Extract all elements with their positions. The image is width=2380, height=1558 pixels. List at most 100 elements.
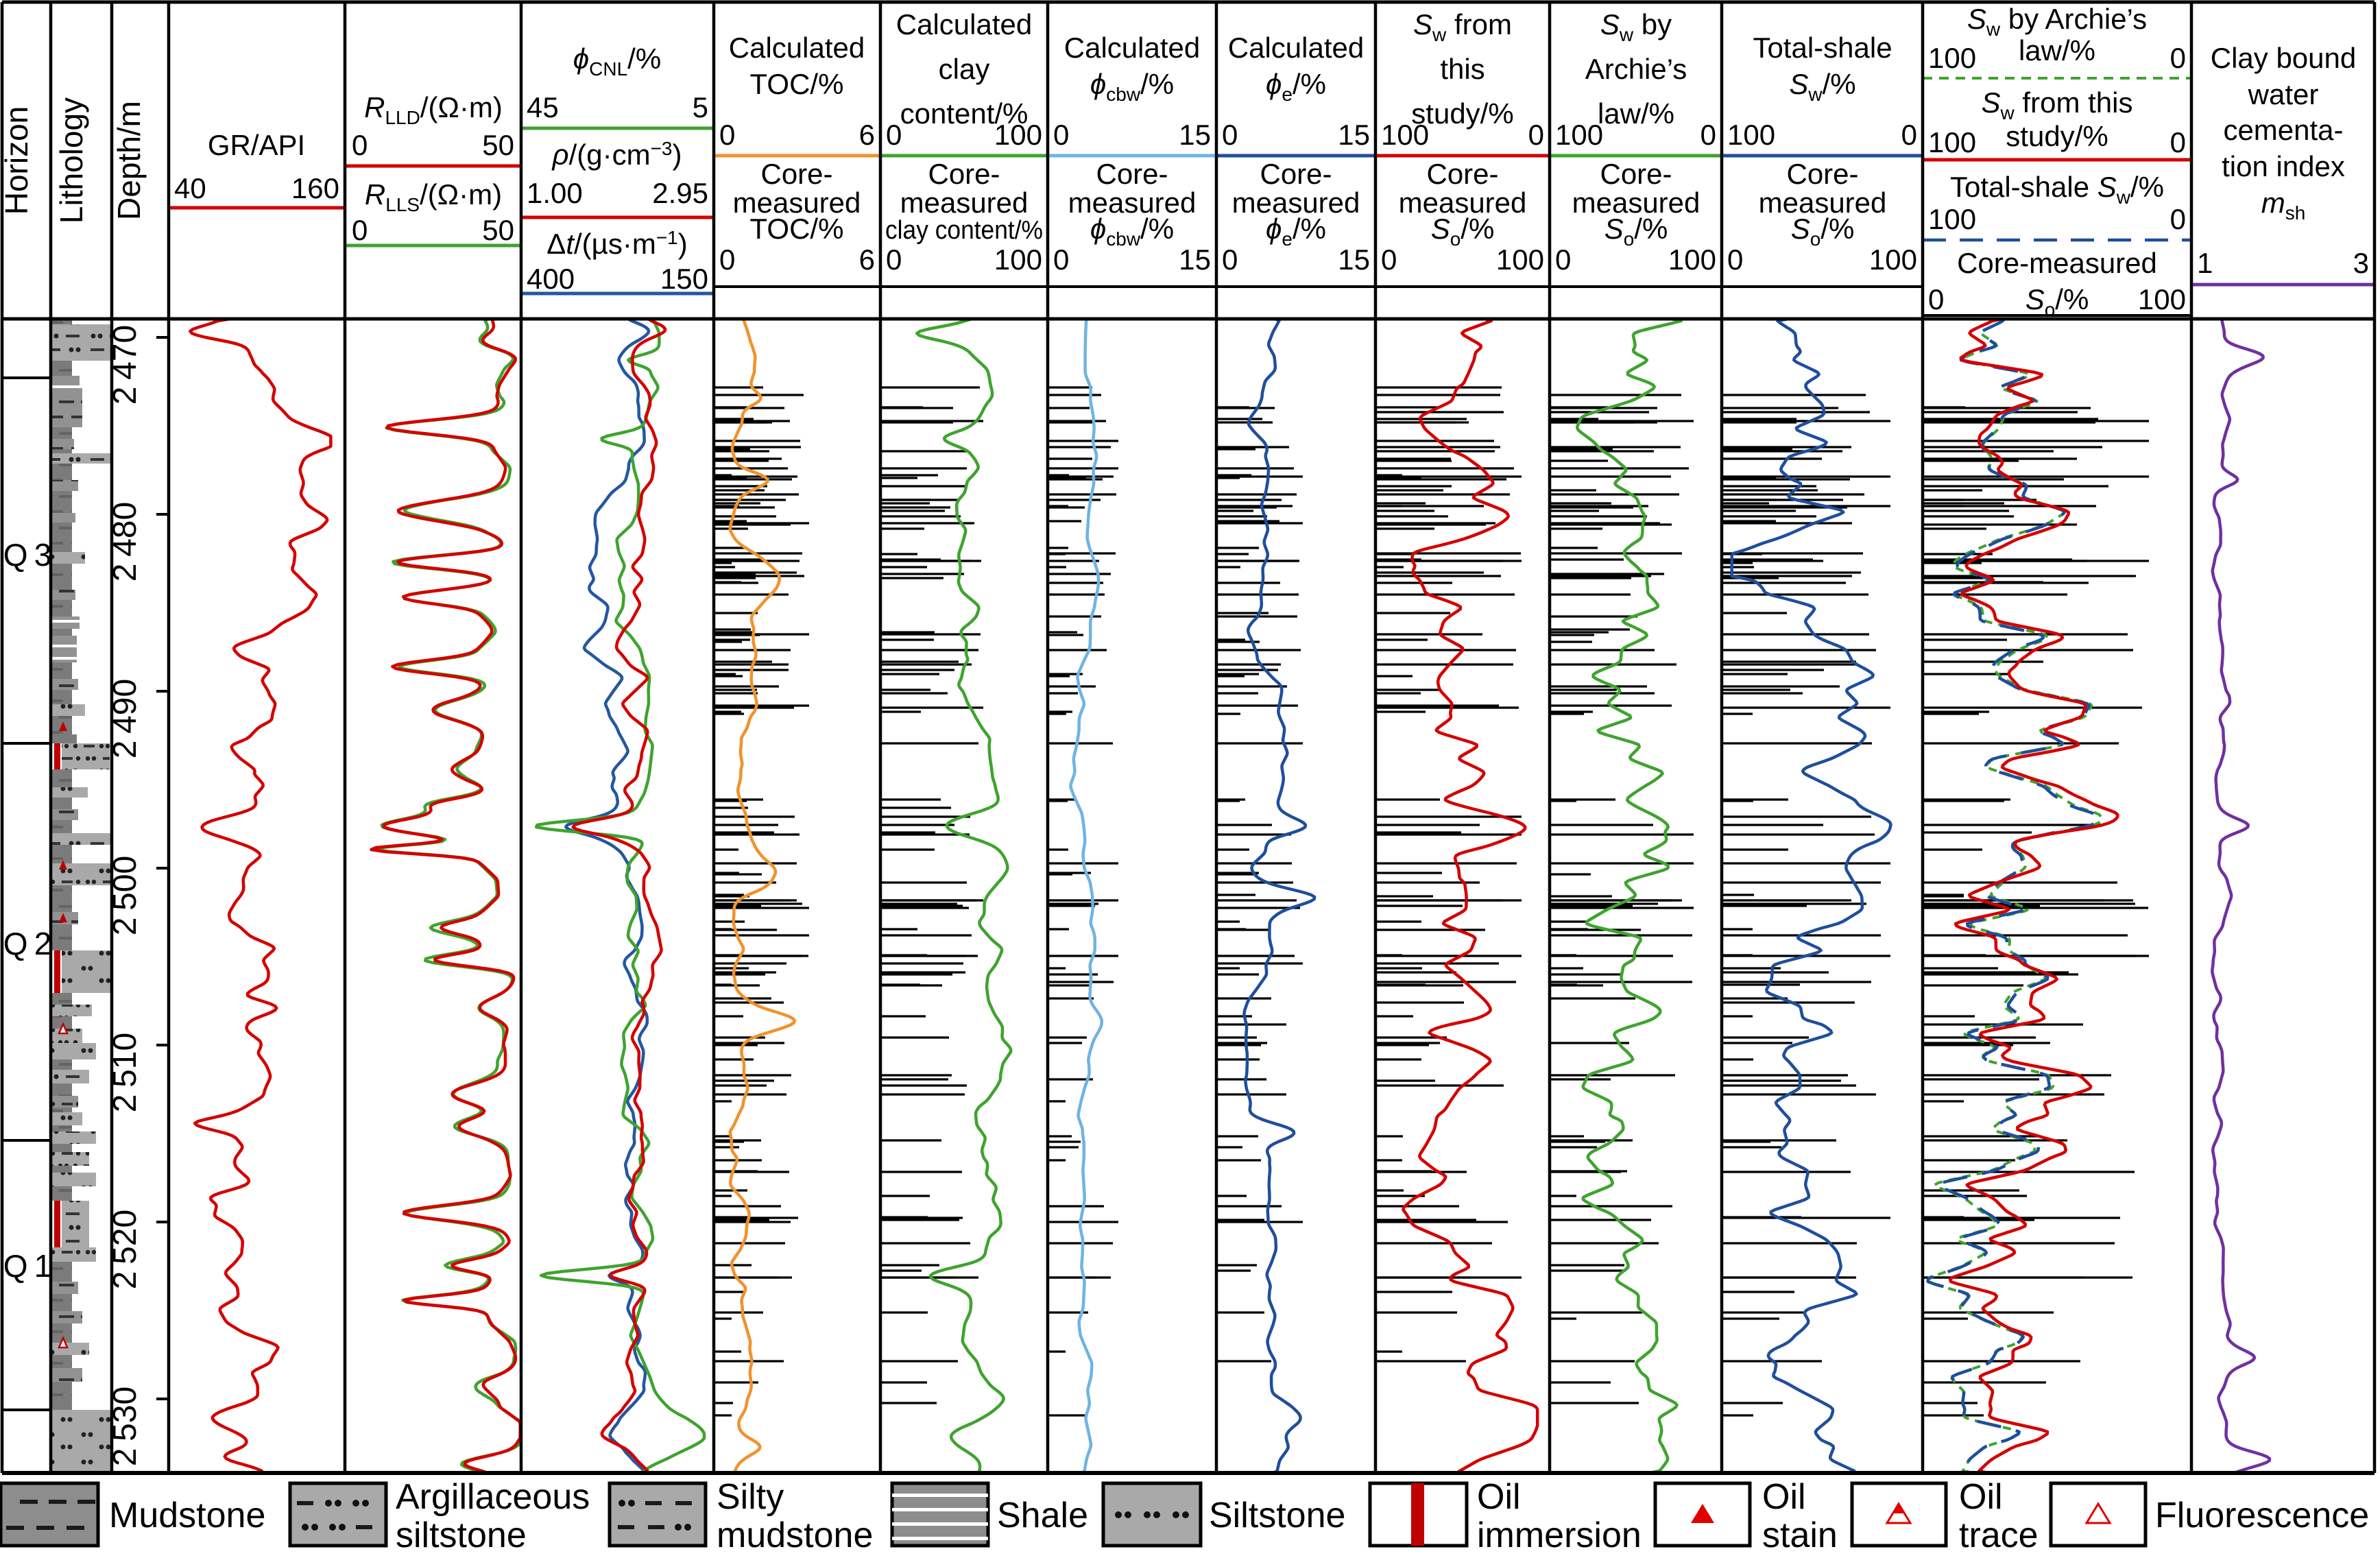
svg-text:Core-: Core- [928, 158, 1000, 190]
svg-text:100: 100 [994, 119, 1042, 151]
svg-text:RLLD​/(Ω·m): RLLD​/(Ω·m) [364, 91, 503, 128]
svg-text:mudstone: mudstone [717, 1515, 873, 1555]
svg-text:clay: clay [939, 53, 990, 85]
svg-text:siltstone: siltstone [396, 1515, 527, 1555]
svg-text:15: 15 [1338, 119, 1370, 151]
svg-text:Core-: Core- [1786, 158, 1858, 190]
svg-text:Fluorescence: Fluorescence [2155, 1496, 2369, 1535]
svg-text:1.00: 1.00 [527, 177, 583, 209]
svg-text:Q 3: Q 3 [3, 537, 52, 573]
svg-text:1: 1 [2197, 247, 2213, 279]
svg-text:0: 0 [719, 243, 735, 276]
svg-text:0: 0 [1528, 119, 1544, 151]
svg-text:Sw​ from: Sw​ from [1413, 8, 1512, 45]
svg-text:Siltstone: Siltstone [1209, 1496, 1345, 1535]
svg-text:measured: measured [900, 187, 1029, 219]
svg-text:Core-: Core- [1600, 158, 1672, 190]
svg-text:Calculated: Calculated [896, 8, 1032, 40]
svg-text:GR/API: GR/API [208, 129, 305, 161]
svg-text:clay content/%: clay content/% [885, 216, 1043, 245]
svg-text:Oil: Oil [1477, 1477, 1521, 1517]
svg-text:So​/%: So​/% [1604, 213, 1668, 250]
svg-text:TOC/%: TOC/% [750, 213, 844, 245]
svg-text:Horizon: Horizon [0, 106, 34, 215]
svg-text:measured: measured [1232, 187, 1360, 219]
svg-text:100: 100 [1727, 119, 1775, 151]
svg-text:Sw​/%: Sw​/% [1789, 68, 1855, 105]
svg-text:measured: measured [1572, 187, 1700, 219]
svg-text:cementa-: cementa- [2223, 114, 2343, 146]
svg-text:So​/%: So​/% [1431, 213, 1495, 250]
svg-text:5: 5 [693, 91, 708, 123]
svg-text:150: 150 [660, 263, 708, 295]
svg-text:water: water [2248, 78, 2319, 110]
svg-text:tion index: tion index [2222, 150, 2345, 182]
svg-text:0: 0 [1555, 243, 1571, 276]
svg-text:So​/%: So​/% [1791, 213, 1855, 250]
svg-text:0: 0 [1727, 243, 1743, 276]
svg-text:100: 100 [1928, 42, 1976, 74]
svg-text:Lithology: Lithology [53, 97, 89, 224]
svg-text:Clay bound: Clay bound [2211, 42, 2356, 74]
svg-text:content/%: content/% [900, 97, 1029, 130]
svg-text:ϕe​/%: ϕe​/% [1266, 213, 1326, 250]
svg-text:0: 0 [1053, 119, 1069, 151]
svg-text:50: 50 [482, 214, 514, 246]
svg-text:Core-: Core- [760, 158, 832, 190]
svg-text:0: 0 [1222, 119, 1238, 151]
svg-text:msh​: msh​ [2261, 187, 2306, 224]
svg-text:400: 400 [527, 263, 575, 295]
svg-text:measured: measured [1068, 187, 1197, 219]
svg-text:6: 6 [859, 119, 875, 151]
svg-text:immersion: immersion [1477, 1515, 1642, 1555]
svg-text:Shale: Shale [997, 1496, 1088, 1535]
svg-text:Core-: Core- [1260, 158, 1332, 190]
svg-text:this: this [1440, 53, 1485, 85]
svg-text:Core-measured: Core-measured [1957, 247, 2157, 279]
svg-text:Core-: Core- [1096, 158, 1168, 190]
svg-text:40: 40 [174, 172, 206, 204]
svg-text:3: 3 [2353, 247, 2369, 279]
svg-text:stain: stain [1762, 1515, 1838, 1555]
svg-text:2.95: 2.95 [652, 177, 708, 209]
svg-text:measured: measured [1399, 187, 1527, 219]
svg-text:ϕe​/%: ϕe​/% [1266, 68, 1326, 105]
svg-text:TOC/%: TOC/% [750, 68, 844, 100]
svg-text:Total-shale: Total-shale [1753, 32, 1892, 64]
svg-text:measured: measured [1759, 187, 1887, 219]
svg-text:Calculated: Calculated [1228, 32, 1364, 64]
svg-text:100: 100 [1928, 203, 1976, 235]
svg-text:study/%: study/% [2006, 120, 2108, 152]
svg-text:0: 0 [352, 129, 368, 161]
svg-text:measured: measured [733, 187, 861, 219]
svg-text:0: 0 [1700, 119, 1716, 151]
svg-text:Calculated: Calculated [1064, 32, 1200, 64]
svg-text:100: 100 [2138, 283, 2186, 315]
svg-text:0: 0 [2170, 203, 2186, 235]
svg-text:50: 50 [482, 129, 514, 161]
svg-text:0: 0 [886, 243, 902, 276]
svg-text:Archie’s: Archie’s [1585, 53, 1687, 85]
svg-text:Core-: Core- [1426, 158, 1498, 190]
svg-text:0: 0 [2170, 42, 2186, 74]
svg-text:trace: trace [1959, 1515, 2039, 1555]
svg-text:6: 6 [859, 243, 875, 276]
svg-text:law/%: law/% [1598, 97, 1674, 130]
svg-text:0: 0 [1928, 283, 1944, 315]
svg-text:study/%: study/% [1411, 97, 1513, 130]
svg-text:45: 45 [527, 91, 559, 123]
svg-text:0: 0 [1053, 243, 1069, 276]
svg-text:RLLS​/(Ω·m): RLLS​/(Ω·m) [365, 178, 502, 215]
svg-text:0: 0 [1901, 119, 1917, 151]
svg-text:100: 100 [1869, 243, 1917, 276]
svg-text:Q 2: Q 2 [3, 926, 52, 961]
svg-text:0: 0 [352, 214, 368, 246]
svg-text:100: 100 [1381, 119, 1429, 151]
svg-text:100: 100 [1555, 119, 1603, 151]
svg-text:Silty: Silty [717, 1477, 784, 1517]
svg-text:Calculated: Calculated [729, 32, 865, 64]
svg-text:0: 0 [2170, 126, 2186, 158]
svg-text:160: 160 [291, 172, 339, 204]
svg-text:Sw​ by: Sw​ by [1600, 8, 1672, 45]
svg-text:0: 0 [1381, 243, 1397, 276]
